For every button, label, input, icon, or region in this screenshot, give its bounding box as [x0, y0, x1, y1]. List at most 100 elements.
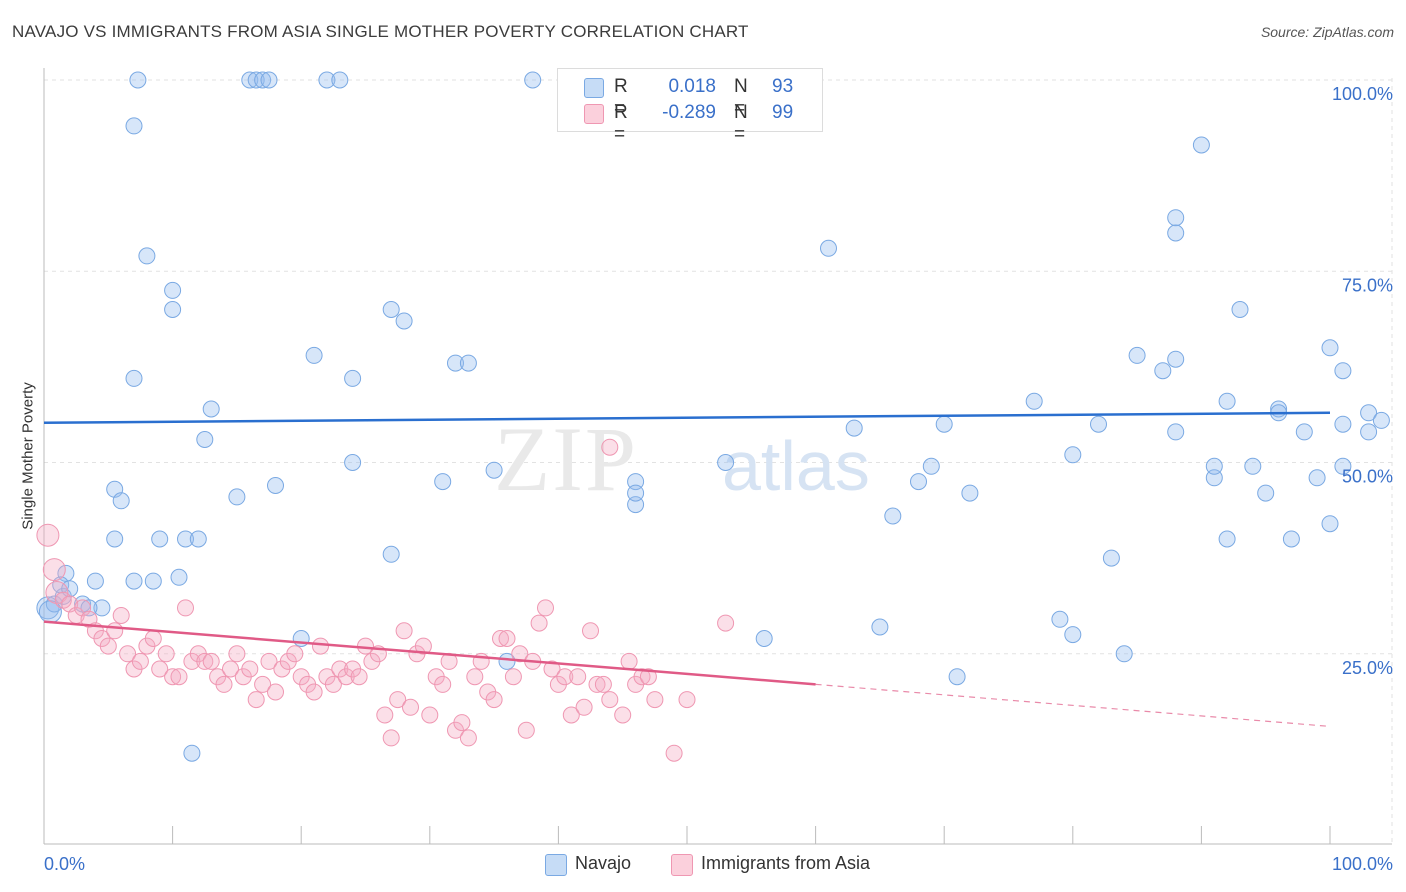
data-point: [414, 637, 432, 655]
data-point: [1334, 415, 1352, 433]
y-tick-labels: 25.0% 50.0% 75.0% 100.0%: [1332, 84, 1393, 678]
data-point: [247, 691, 265, 709]
data-point: [639, 668, 657, 686]
data-point: [1167, 209, 1185, 227]
data-point: [382, 729, 400, 747]
data-point: [260, 71, 278, 89]
data-point: [1192, 136, 1210, 154]
data-point: [112, 607, 130, 624]
data-point: [170, 568, 188, 586]
data-point: [627, 484, 645, 502]
data-point: [350, 668, 368, 686]
data-point: [1167, 224, 1185, 242]
data-point: [106, 530, 124, 548]
data-point: [1308, 469, 1326, 487]
data-point: [183, 744, 201, 762]
data-point: [910, 473, 927, 491]
data-point: [286, 645, 304, 663]
source-label: Source: ZipAtlas.com: [1260, 24, 1394, 40]
data-point: [376, 706, 394, 724]
data-point: [164, 281, 182, 299]
data-point: [884, 507, 902, 525]
axes: [43, 68, 1392, 845]
data-point: [267, 683, 284, 701]
data-point: [614, 706, 632, 724]
legend-n-label: N =: [734, 102, 748, 145]
data-point: [717, 454, 735, 471]
trend-line-immigrants: [43, 620, 816, 686]
data-point: [267, 477, 284, 494]
legend-r-label: R =: [614, 102, 628, 145]
data-point: [588, 675, 606, 693]
data-point: [177, 599, 194, 617]
data-point: [871, 618, 889, 636]
y-tick-label: 25.0%: [1342, 658, 1393, 678]
data-point: [575, 698, 593, 716]
data-point: [820, 239, 837, 257]
data-point: [961, 484, 979, 502]
legend-swatch-navajo: [545, 854, 567, 876]
data-point: [556, 668, 574, 686]
series-legend: Navajo Immigrants from Asia: [0, 852, 1406, 878]
watermark-zip: ZIP: [494, 408, 638, 510]
data-point: [421, 706, 439, 724]
data-point: [594, 675, 612, 693]
data-point: [1064, 626, 1082, 644]
legend-r-value: -0.289: [662, 102, 716, 123]
data-point: [157, 645, 175, 663]
data-point: [1025, 392, 1043, 410]
data-point: [119, 645, 137, 663]
data-point: [106, 622, 124, 640]
legend-r-label: R =: [614, 76, 628, 119]
data-point: [620, 652, 638, 670]
data-point: [1334, 362, 1352, 380]
data-point: [402, 698, 419, 716]
data-point: [324, 675, 342, 693]
data-point: [582, 622, 599, 640]
data-point: [241, 71, 259, 89]
data-point: [1128, 346, 1146, 364]
data-point: [1205, 457, 1223, 475]
data-point: [151, 530, 169, 548]
data-point: [131, 652, 149, 670]
data-point: [755, 630, 773, 647]
data-point: [36, 596, 60, 620]
data-point: [305, 346, 323, 364]
legend-n-label: N =: [734, 76, 748, 119]
data-point: [1218, 530, 1236, 548]
data-point: [1231, 301, 1249, 318]
data-point: [601, 691, 619, 709]
data-point: [222, 660, 239, 678]
data-point: [331, 71, 349, 89]
data-point: [42, 558, 66, 582]
data-point: [601, 438, 619, 456]
trend-line-immigrants-extension: [815, 683, 1331, 728]
data-point: [138, 247, 156, 265]
data-point: [312, 637, 329, 655]
series-immigrants-from-asia: [36, 438, 735, 762]
data-point: [1064, 446, 1082, 464]
series-navajo: [36, 71, 1390, 762]
data-point: [395, 622, 413, 640]
data-point: [485, 691, 503, 709]
data-point: [228, 645, 246, 663]
data-point: [498, 652, 516, 670]
data-point: [717, 614, 735, 632]
data-point: [453, 714, 471, 732]
data-point: [254, 71, 272, 89]
data-point: [1321, 339, 1339, 357]
watermark: ZIP atlas: [494, 408, 870, 510]
data-point: [196, 431, 214, 448]
data-point: [569, 668, 587, 686]
data-point: [202, 400, 220, 418]
data-point: [1154, 362, 1172, 380]
data-point: [447, 354, 464, 372]
data-point: [344, 454, 362, 471]
x-tick-label-start: 0.0%: [44, 854, 85, 874]
data-point: [241, 660, 259, 678]
data-point: [1167, 423, 1185, 441]
legend-r-value: 0.018: [668, 76, 716, 97]
data-point: [543, 660, 561, 678]
data-point: [459, 354, 477, 372]
